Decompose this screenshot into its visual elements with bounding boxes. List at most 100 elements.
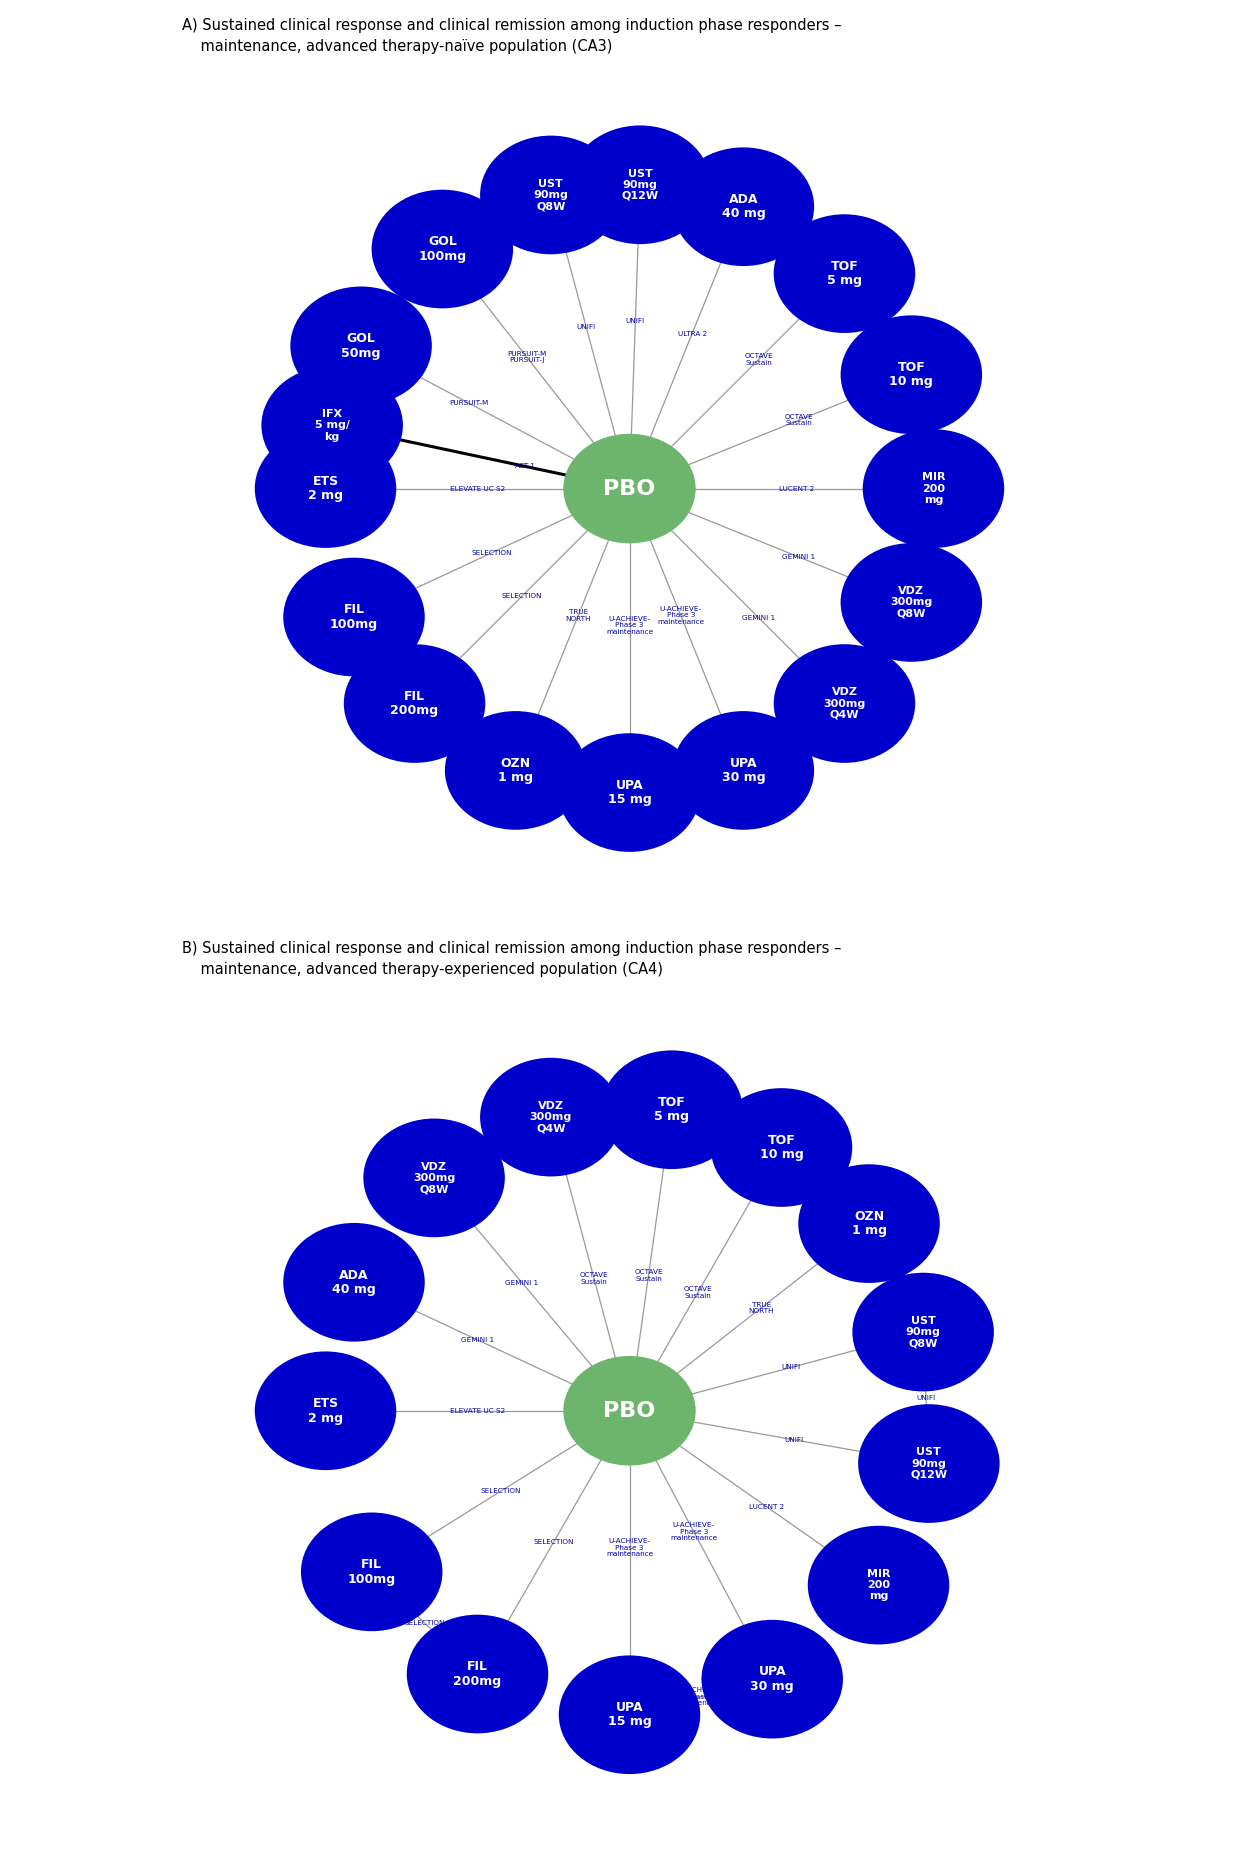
Text: GEMINI 1: GEMINI 1: [505, 1280, 539, 1285]
Text: UNIFI: UNIFI: [577, 324, 596, 330]
Ellipse shape: [841, 315, 982, 434]
Text: GEMINI 1: GEMINI 1: [742, 615, 776, 620]
Text: SELECTION: SELECTION: [364, 658, 404, 663]
Text: FIL
200mg: FIL 200mg: [453, 1660, 501, 1688]
Text: OZN
1 mg: OZN 1 mg: [499, 756, 533, 784]
Text: SELECTION: SELECTION: [404, 1621, 444, 1626]
Text: ELEVATE UC S2: ELEVATE UC S2: [449, 1408, 505, 1414]
Text: IFX
5 mg/
kg: IFX 5 mg/ kg: [315, 410, 350, 442]
Ellipse shape: [559, 734, 700, 851]
Text: OCTAVE
Sustain: OCTAVE Sustain: [684, 1285, 713, 1299]
Text: MIR
200
mg: MIR 200 mg: [866, 1569, 890, 1602]
Ellipse shape: [254, 428, 397, 548]
Text: VDZ
300mg
Q8W: VDZ 300mg Q8W: [890, 587, 933, 619]
Text: MIR
200
mg: MIR 200 mg: [922, 473, 946, 505]
Ellipse shape: [601, 1051, 743, 1170]
Text: PBO: PBO: [603, 479, 656, 499]
Text: TOF
5 mg: TOF 5 mg: [655, 1095, 690, 1123]
Text: ETS
2 mg: ETS 2 mg: [308, 475, 342, 503]
Text: VDZ
300mg
Q8W: VDZ 300mg Q8W: [413, 1163, 456, 1194]
Text: OCTAVE
Sustain: OCTAVE Sustain: [744, 354, 773, 365]
Text: PURSUIT-M
PURSUIT-J: PURSUIT-M PURSUIT-J: [507, 350, 546, 363]
Text: LUCENT 2: LUCENT 2: [779, 486, 815, 492]
Text: UNIFI: UNIFI: [784, 1436, 803, 1442]
Text: UPA
30 mg: UPA 30 mg: [750, 1666, 794, 1693]
Text: SELECTION: SELECTION: [481, 1489, 521, 1494]
Text: UNIFI: UNIFI: [585, 186, 606, 194]
Ellipse shape: [283, 1222, 424, 1341]
Text: UPA
15 mg: UPA 15 mg: [608, 779, 651, 807]
Text: U-ACHIEVE-
Phase 3
maintenance: U-ACHIEVE- Phase 3 maintenance: [670, 1522, 718, 1541]
Ellipse shape: [841, 544, 982, 661]
Ellipse shape: [672, 147, 815, 266]
Ellipse shape: [254, 1351, 397, 1470]
Text: GOL
50mg: GOL 50mg: [341, 332, 380, 360]
Text: GOL
100mg: GOL 100mg: [418, 235, 466, 263]
Ellipse shape: [859, 1405, 1000, 1522]
Ellipse shape: [301, 1513, 442, 1632]
Text: UST
90mg
Q12W: UST 90mg Q12W: [910, 1448, 948, 1479]
Text: GEMINI 1: GEMINI 1: [476, 1144, 509, 1151]
Text: U-ACHIEVE-
Phase 3
maintenance: U-ACHIEVE- Phase 3 maintenance: [663, 771, 710, 792]
Text: B) Sustained clinical response and clinical remission among induction phase resp: B) Sustained clinical response and clini…: [183, 941, 841, 976]
Text: TRUE
NORTH: TRUE NORTH: [565, 609, 590, 622]
Text: OZN
1 mg: OZN 1 mg: [851, 1209, 886, 1237]
Text: OCTAVE
Sustain: OCTAVE Sustain: [784, 414, 813, 427]
Ellipse shape: [563, 1356, 696, 1466]
Ellipse shape: [407, 1615, 548, 1733]
Ellipse shape: [262, 365, 403, 484]
Ellipse shape: [774, 214, 915, 333]
Text: TOF
10 mg: TOF 10 mg: [889, 361, 933, 389]
Ellipse shape: [480, 136, 622, 253]
Ellipse shape: [371, 190, 514, 309]
Ellipse shape: [559, 1656, 700, 1774]
Text: UNIFI: UNIFI: [626, 319, 645, 324]
Text: UST
90mg
Q8W: UST 90mg Q8W: [534, 179, 568, 211]
Text: OCTAVE
Sustain: OCTAVE Sustain: [635, 1269, 662, 1282]
Ellipse shape: [862, 428, 1005, 548]
Text: UPA
15 mg: UPA 15 mg: [608, 1701, 651, 1729]
Text: SELECTION: SELECTION: [502, 592, 543, 600]
Ellipse shape: [774, 645, 915, 762]
Text: SELECTION: SELECTION: [534, 1539, 574, 1546]
Ellipse shape: [480, 1058, 622, 1176]
Text: ACT-1: ACT-1: [515, 464, 536, 469]
Text: VDZ
300mg
Q4W: VDZ 300mg Q4W: [823, 687, 866, 719]
Text: FIL
200mg: FIL 200mg: [390, 689, 438, 717]
Text: OCTAVE
Sustain: OCTAVE Sustain: [580, 1272, 608, 1285]
Text: ADA
40 mg: ADA 40 mg: [332, 1269, 376, 1297]
Text: VDZ
300mg
Q4W: VDZ 300mg Q4W: [530, 1101, 572, 1133]
Text: SELECTION: SELECTION: [472, 550, 512, 555]
Ellipse shape: [808, 1526, 949, 1645]
Ellipse shape: [563, 434, 696, 544]
Text: FIL
100mg: FIL 100mg: [347, 1557, 395, 1585]
Text: ULTRA 2: ULTRA 2: [677, 330, 706, 337]
Ellipse shape: [798, 1164, 939, 1284]
Ellipse shape: [344, 645, 485, 762]
Text: ELEVATE UC S2: ELEVATE UC S2: [449, 486, 505, 492]
Text: TOF
5 mg: TOF 5 mg: [827, 259, 862, 287]
Text: ADA
40 mg: ADA 40 mg: [721, 194, 765, 220]
Ellipse shape: [569, 125, 711, 244]
Text: U-ACHIEVE-
Phase 3
maintenance: U-ACHIEVE- Phase 3 maintenance: [677, 1688, 724, 1707]
Text: TRUE
NORTH: TRUE NORTH: [749, 1302, 774, 1313]
Text: PURSUIT-M: PURSUIT-M: [381, 294, 422, 300]
Text: ETS
2 mg: ETS 2 mg: [308, 1397, 342, 1425]
Text: UPA
30 mg: UPA 30 mg: [721, 756, 765, 784]
Text: UNIFI: UNIFI: [782, 1364, 801, 1371]
Text: A) Sustained clinical response and clinical remission among induction phase resp: A) Sustained clinical response and clini…: [183, 19, 842, 54]
Text: U-ACHIEVE-
Phase 3
maintenance: U-ACHIEVE- Phase 3 maintenance: [657, 605, 704, 624]
Ellipse shape: [672, 712, 815, 829]
Text: UST
90mg
Q12W: UST 90mg Q12W: [622, 168, 658, 201]
Ellipse shape: [852, 1272, 993, 1392]
Text: UNIFI: UNIFI: [917, 1395, 935, 1401]
Ellipse shape: [711, 1088, 852, 1207]
Text: TOF
10 mg: TOF 10 mg: [759, 1135, 803, 1161]
Ellipse shape: [291, 287, 432, 404]
Ellipse shape: [364, 1118, 505, 1237]
Ellipse shape: [283, 557, 424, 676]
Text: GEMINI 1: GEMINI 1: [861, 650, 894, 656]
Text: PURSUIT-M: PURSUIT-M: [448, 401, 488, 406]
Text: PBO: PBO: [603, 1401, 656, 1421]
Ellipse shape: [444, 712, 587, 829]
